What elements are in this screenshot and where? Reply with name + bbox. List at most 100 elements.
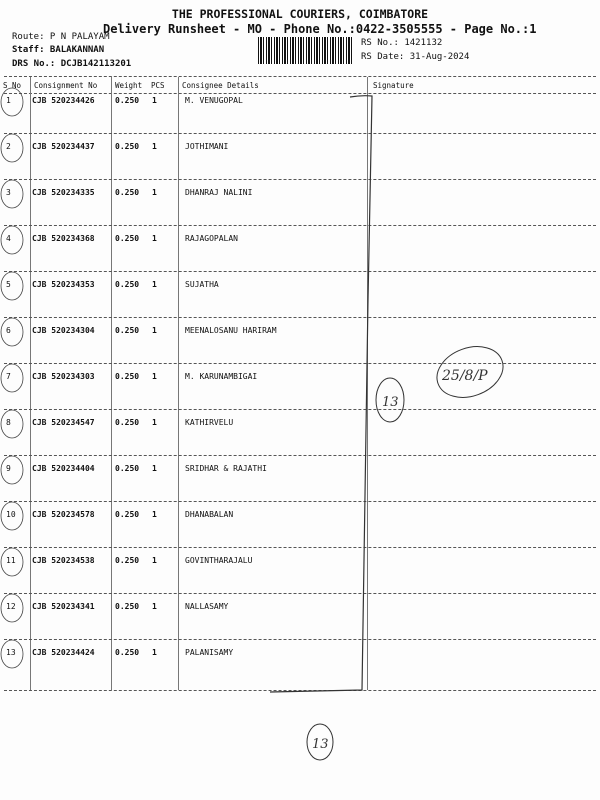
consignee-name: SRIDHAR & RAJATHI <box>185 464 267 473</box>
sno-cell: 3 <box>6 188 11 197</box>
consignment-number: CJB 520234578 <box>32 510 95 519</box>
consignee-name: RAJAGOPALAN <box>185 234 238 243</box>
weight: 0.250 <box>115 648 140 657</box>
consignment-number: CJB 520234304 <box>32 326 95 335</box>
consignee-name: JOTHIMANI <box>185 142 229 151</box>
header-sno: S No <box>3 81 22 90</box>
sno-cell: 11 <box>6 556 16 565</box>
consignment-number: CJB 520234368 <box>32 234 95 243</box>
consignment-number: CJB 520234437 <box>32 142 95 151</box>
pcs: 1 <box>152 510 157 519</box>
sno-circle <box>0 225 24 255</box>
divider <box>4 76 596 77</box>
sno-cell: 10 <box>6 510 16 519</box>
barcode <box>258 37 353 64</box>
consignee-name: M. VENUGOPAL <box>185 96 243 105</box>
row-divider <box>4 639 596 640</box>
sno-circle <box>0 133 24 163</box>
sno-circle <box>0 455 24 485</box>
consignee-name: MEENALOSANU HARIRAM <box>185 326 277 335</box>
sno-cell: 12 <box>6 602 16 611</box>
pcs: 1 <box>152 372 157 381</box>
runsheet-subtitle: Delivery Runsheet - MO - Phone No.:0422-… <box>103 22 537 36</box>
pcs: 1 <box>152 602 157 611</box>
column-rule <box>367 77 368 690</box>
handwritten-note: 25/8/P <box>441 368 488 384</box>
consignee-name: NALLASAMY <box>185 602 229 611</box>
sno-circle <box>0 547 24 577</box>
company-title: THE PROFESSIONAL COURIERS, COIMBATORE <box>171 7 429 21</box>
row-divider <box>4 501 596 502</box>
sno-circle <box>0 179 24 209</box>
footer-circle <box>306 723 334 761</box>
consignment-number: CJB 520234426 <box>32 96 95 105</box>
sno-cell: 1 <box>6 96 11 105</box>
consignee-name: GOVINTHARAJALU <box>185 556 253 565</box>
consignment-number: CJB 520234547 <box>32 418 95 427</box>
column-rule <box>30 77 31 690</box>
pcs: 1 <box>152 142 157 151</box>
row-divider <box>4 317 596 318</box>
rs-date: RS Date: 31-Aug-2024 <box>361 52 470 62</box>
row-divider <box>4 593 596 594</box>
sno-circle <box>0 363 24 393</box>
column-rule <box>178 77 179 690</box>
consignee-name: M. KARUNAMBIGAI <box>185 372 258 381</box>
pcs: 1 <box>152 326 157 335</box>
column-rule <box>111 77 112 690</box>
header-consignee: Consignee Details <box>182 81 259 90</box>
weight: 0.250 <box>115 96 140 105</box>
sno-circle <box>0 593 24 623</box>
handwritten-footer-mark: 13 <box>312 737 329 752</box>
sno-circle <box>0 639 24 669</box>
consignment-number: CJB 520234341 <box>32 602 95 611</box>
sno-circle <box>0 271 24 301</box>
consignee-name: SUJATHA <box>185 280 219 289</box>
sno-cell: 6 <box>6 326 11 335</box>
pcs: 1 <box>152 464 157 473</box>
rs-number: RS No.: 1421132 <box>361 38 443 48</box>
row-divider <box>4 225 596 226</box>
sno-cell: 8 <box>6 418 11 427</box>
consignee-name: DHANRAJ NALINI <box>185 188 253 197</box>
pcs: 1 <box>152 280 157 289</box>
consignment-number: CJB 520234335 <box>32 188 95 197</box>
sno-cell: 2 <box>6 142 11 151</box>
consignee-name: DHANABALAN <box>185 510 234 519</box>
weight: 0.250 <box>115 234 140 243</box>
sno-cell: 9 <box>6 464 11 473</box>
pcs: 1 <box>152 418 157 427</box>
row-divider <box>4 363 596 364</box>
row-divider <box>4 455 596 456</box>
sno-circle <box>0 317 24 347</box>
pcs: 1 <box>152 234 157 243</box>
drs-number: DRS No.: DCJB142113201 <box>12 59 132 69</box>
pcs: 1 <box>152 648 157 657</box>
divider <box>4 93 596 94</box>
consignment-number: CJB 520234404 <box>32 464 95 473</box>
consignment-number: CJB 520234538 <box>32 556 95 565</box>
weight: 0.250 <box>115 326 140 335</box>
staff: Staff: BALAKANNAN <box>12 45 105 55</box>
row-divider <box>4 271 596 272</box>
row-divider <box>4 179 596 180</box>
weight: 0.250 <box>115 280 140 289</box>
weight: 0.250 <box>115 510 140 519</box>
weight: 0.250 <box>115 418 140 427</box>
count-circle <box>375 377 405 423</box>
pcs: 1 <box>152 188 157 197</box>
pcs: 1 <box>152 556 157 565</box>
weight: 0.250 <box>115 372 140 381</box>
header-weight: Weight <box>115 81 143 90</box>
weight: 0.250 <box>115 188 140 197</box>
pcs: 1 <box>152 96 157 105</box>
weight: 0.250 <box>115 464 140 473</box>
row-divider <box>4 409 596 410</box>
sno-cell: 13 <box>6 648 16 657</box>
handwritten-count: 13 <box>382 395 399 410</box>
row-divider <box>4 133 596 134</box>
weight: 0.250 <box>115 602 140 611</box>
sno-circle <box>0 501 24 531</box>
